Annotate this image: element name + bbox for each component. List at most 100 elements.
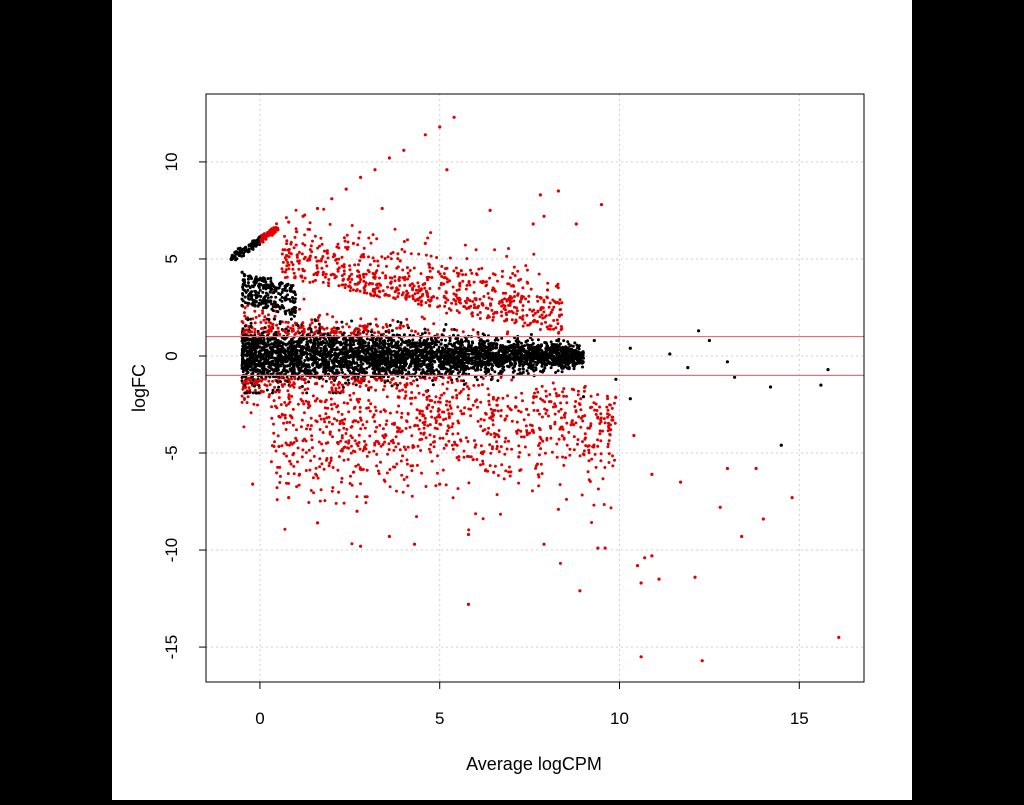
data-point (525, 340, 528, 343)
data-point (482, 377, 485, 380)
data-point (444, 301, 447, 304)
data-point (365, 326, 368, 329)
data-point (436, 305, 439, 308)
data-point (444, 361, 447, 364)
data-point (318, 245, 321, 248)
data-point (322, 208, 325, 211)
data-point (516, 294, 519, 297)
data-point (307, 380, 310, 383)
data-point (473, 303, 476, 306)
data-point (304, 256, 307, 259)
data-point (423, 317, 426, 320)
data-point (466, 349, 469, 352)
data-point (341, 284, 344, 287)
data-point (466, 284, 469, 287)
data-point (521, 309, 524, 312)
data-point (266, 318, 269, 321)
data-point (518, 364, 521, 367)
data-point (329, 223, 332, 226)
data-point (407, 326, 410, 329)
data-point (474, 359, 477, 362)
data-point (454, 300, 457, 303)
data-point (415, 289, 418, 292)
data-point (559, 362, 562, 365)
data-point (355, 383, 358, 386)
data-point (278, 353, 281, 356)
data-point (349, 281, 352, 284)
data-point (534, 354, 537, 357)
data-point (288, 381, 291, 384)
data-point (267, 341, 270, 344)
data-point (443, 328, 446, 331)
data-point (266, 389, 269, 392)
data-point (390, 339, 393, 342)
data-point (537, 354, 540, 357)
data-point (406, 344, 409, 347)
data-point (416, 281, 419, 284)
data-point (423, 347, 426, 350)
data-point (400, 321, 403, 324)
data-point (366, 337, 369, 340)
data-point (503, 320, 506, 323)
data-point (347, 285, 350, 288)
data-point (371, 367, 374, 370)
data-point (522, 348, 525, 351)
data-point (348, 370, 351, 373)
data-point (296, 349, 299, 352)
data-point (458, 285, 461, 288)
data-point (395, 342, 398, 345)
data-point (484, 353, 487, 356)
data-point (436, 297, 439, 300)
data-point (282, 261, 285, 264)
data-point (472, 367, 475, 370)
data-point (501, 367, 504, 370)
data-point (411, 282, 414, 285)
data-point (549, 362, 552, 365)
data-point (318, 457, 321, 460)
data-point (298, 251, 301, 254)
data-point (247, 395, 250, 398)
data-point (352, 338, 355, 341)
data-point (241, 379, 244, 382)
data-point (369, 338, 372, 341)
data-point (395, 435, 398, 438)
data-point (389, 352, 392, 355)
data-point (402, 367, 405, 370)
data-point (331, 408, 334, 411)
data-point (360, 365, 363, 368)
data-point (342, 386, 345, 389)
data-point (496, 379, 499, 382)
data-point (494, 290, 497, 293)
data-point (350, 332, 353, 335)
data-point (365, 350, 368, 353)
data-point (531, 338, 534, 341)
data-point (424, 331, 427, 334)
data-point (451, 345, 454, 348)
data-point (338, 371, 341, 374)
data-point (306, 387, 309, 390)
data-point (273, 363, 276, 366)
data-point (313, 357, 316, 360)
data-point (338, 349, 341, 352)
data-point (394, 228, 397, 231)
data-point (315, 382, 318, 385)
data-point (473, 297, 476, 300)
data-point (414, 299, 417, 302)
data-point (423, 363, 426, 366)
data-point (380, 333, 383, 336)
data-point (358, 329, 361, 332)
data-point (417, 253, 420, 256)
data-point (481, 341, 484, 344)
data-point (464, 244, 467, 247)
data-point (570, 344, 573, 347)
data-point (334, 365, 337, 368)
data-point (460, 379, 463, 382)
data-point (308, 281, 311, 284)
data-point (536, 300, 539, 303)
data-point (314, 319, 317, 322)
data-point (498, 350, 501, 353)
data-point (297, 268, 300, 271)
data-point (427, 295, 430, 298)
data-point (284, 276, 287, 279)
data-point (556, 322, 559, 325)
